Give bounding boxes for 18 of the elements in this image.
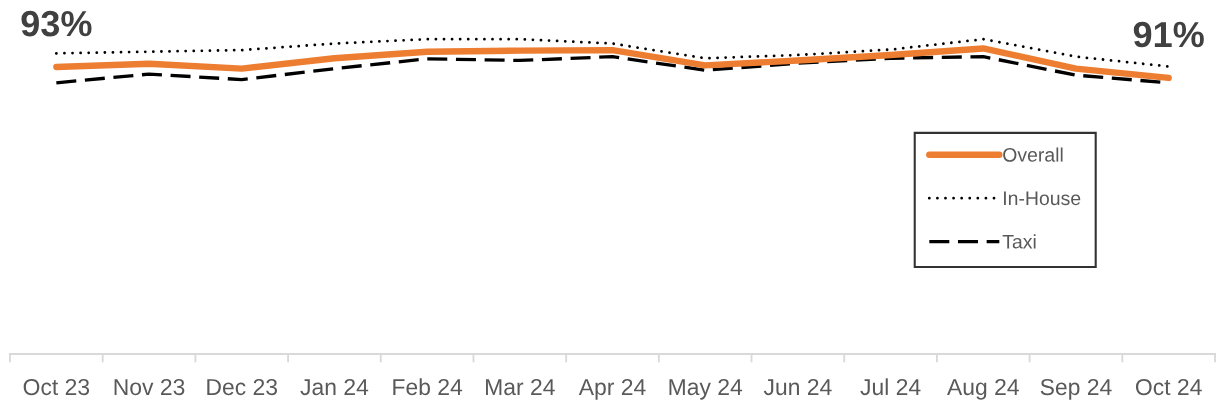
x-tick-label: Jan 24 (300, 378, 369, 396)
x-tick-label: Nov 23 (114, 378, 185, 396)
legend-label: Taxi (1002, 234, 1036, 249)
x-tick-label: Jun 24 (763, 378, 832, 396)
x-tick-label: Feb 24 (393, 378, 463, 396)
x-tick-label: Sep 24 (1040, 378, 1112, 400)
x-tick-label: May 24 (669, 378, 743, 400)
x-tick-label: Oct 24 (1135, 378, 1202, 396)
x-tick-label: Dec 23 (207, 378, 278, 396)
x-tick-label: Oct 23 (23, 378, 90, 396)
x-tick-label: Mar 24 (486, 378, 555, 396)
x-tick-label: Apr 24 (578, 378, 646, 400)
x-tick-label: Jul 24 (860, 378, 921, 396)
data-label: 93% (21, 10, 92, 37)
legend-label: Overall (1003, 147, 1063, 162)
data-label: 91% (1133, 21, 1204, 48)
x-tick-label: Aug 24 (947, 378, 1019, 400)
legend-label: In-House (1004, 191, 1081, 206)
